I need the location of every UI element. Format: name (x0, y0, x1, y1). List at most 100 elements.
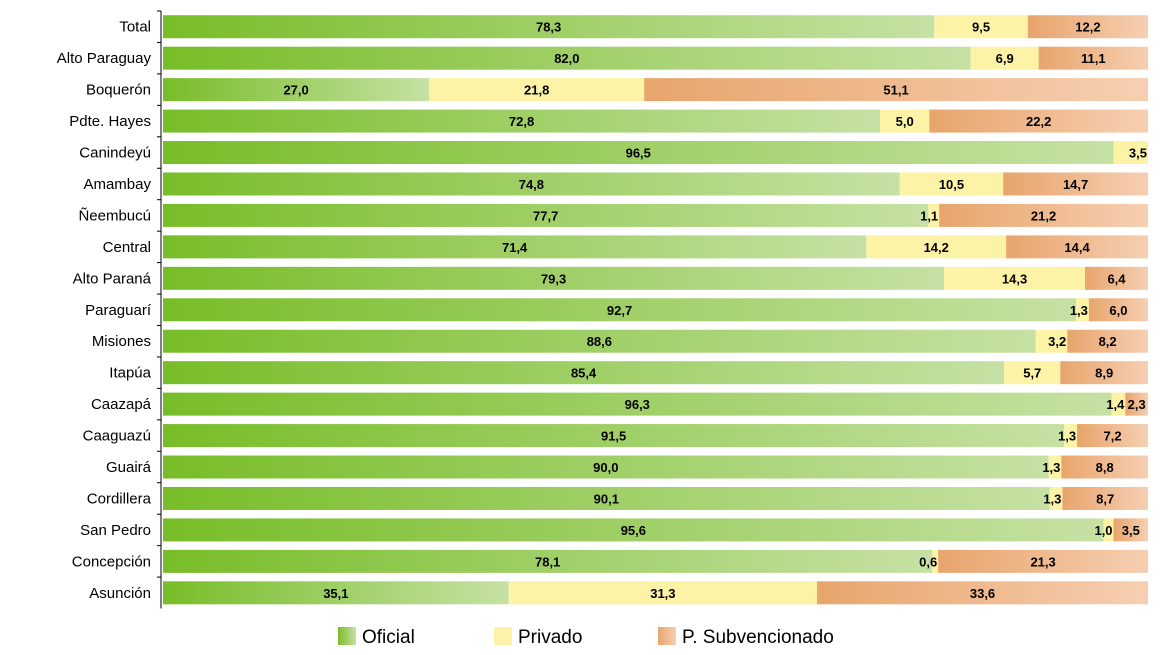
bar-p-subvencionado-itapua (1060, 361, 1148, 385)
bar-privado-alto-paraguay (970, 46, 1039, 70)
category-label-caaguazu: Caaguazú (83, 428, 151, 445)
value-label-privado-itapua: 5,7 (1023, 366, 1041, 381)
value-label-oficial-canindeyu: 96,5 (626, 146, 651, 161)
bar-p-subvencionado-caaguazu (1077, 424, 1148, 448)
category-label-canindeyu: Canindeyú (79, 145, 151, 162)
bar-oficial-asuncion (163, 581, 509, 605)
value-label-p-subvencionado-neembucu: 21,2 (1031, 208, 1056, 223)
value-label-privado-neembucu: 1,1 (920, 208, 938, 223)
bar-p-subvencionado-neembucu (939, 203, 1148, 227)
value-label-privado-amambay: 10,5 (939, 177, 964, 192)
bar-p-subvencionado-boqueron (644, 78, 1148, 102)
bar-privado-pdte-hayes (880, 109, 930, 133)
value-label-p-subvencionado-asuncion: 33,6 (970, 586, 995, 601)
bar-p-subvencionado-amambay (1003, 172, 1148, 196)
bar-oficial-guaira (163, 455, 1049, 479)
bar-privado-amambay (899, 172, 1004, 196)
category-label-caazapa: Caazapá (91, 396, 152, 413)
bar-privado-caaguazu (1064, 424, 1078, 448)
bar-privado-asuncion (508, 581, 818, 605)
value-label-oficial-san-pedro: 95,6 (621, 523, 646, 538)
value-label-oficial-amambay: 74,8 (519, 177, 544, 192)
value-labels: 78,3 9,5 12,2 82,0 6,9 11,1 27,0 21,8 51,1 72,8 5,… (283, 20, 1147, 601)
category-label-guaira: Guairá (106, 459, 152, 476)
category-label-central: Central (103, 239, 151, 256)
category-label-amambay: Amambay (83, 176, 151, 193)
bar-oficial-neembucu (163, 203, 929, 227)
legend-swatch-privado (494, 627, 512, 645)
bar-privado-concepcion (932, 549, 939, 573)
bar-p-subvencionado-alto-parana (1084, 266, 1148, 290)
category-label-alto-paraguay: Alto Paraguay (57, 50, 152, 67)
value-label-p-subvencionado-cordillera: 8,7 (1096, 491, 1114, 506)
bar-p-subvencionado-paraguari (1088, 298, 1148, 322)
value-label-oficial-asuncion: 35,1 (323, 586, 348, 601)
bar-p-subvencionado-concepcion (938, 549, 1148, 573)
bar-oficial-pdte-hayes (163, 109, 881, 133)
value-label-p-subvencionado-alto-parana: 6,4 (1107, 271, 1126, 286)
value-label-p-subvencionado-caaguazu: 7,2 (1104, 429, 1122, 444)
bar-oficial-caaguazu (163, 424, 1065, 448)
bar-privado-cordillera (1049, 486, 1063, 510)
value-label-p-subvencionado-itapua: 8,9 (1095, 366, 1113, 381)
value-label-p-subvencionado-total: 12,2 (1075, 20, 1100, 35)
value-label-privado-concepcion: 0,6 (919, 554, 937, 569)
value-label-privado-caazapa: 1,4 (1106, 397, 1125, 412)
bar-oficial-concepcion (163, 549, 933, 573)
bar-oficial-alto-paraguay (163, 46, 971, 70)
value-label-privado-guaira: 1,3 (1042, 460, 1060, 475)
legend: Oficial Privado P. Subvencionado (338, 627, 834, 648)
category-label-concepcion: Concepción (72, 553, 151, 570)
bar-oficial-itapua (163, 361, 1005, 385)
bar-privado-san-pedro (1103, 518, 1114, 542)
bar-oficial-amambay (163, 172, 900, 196)
bar-privado-caazapa (1111, 392, 1126, 416)
legend-swatch-p-subvencionado (658, 627, 676, 645)
value-label-p-subvencionado-boqueron: 51,1 (883, 83, 908, 98)
value-label-privado-caaguazu: 1,3 (1058, 429, 1076, 444)
value-label-p-subvencionado-central: 14,4 (1064, 240, 1090, 255)
value-label-oficial-alto-parana: 79,3 (541, 271, 566, 286)
bar-privado-total (934, 15, 1028, 39)
bar-p-subvencionado-guaira (1061, 455, 1148, 479)
value-label-privado-total: 9,5 (972, 20, 990, 35)
value-label-privado-cordillera: 1,3 (1043, 491, 1061, 506)
value-label-p-subvencionado-paraguari: 6,0 (1109, 303, 1127, 318)
category-label-asuncion: Asunción (89, 585, 151, 602)
value-label-oficial-cordillera: 90,1 (594, 491, 619, 506)
value-label-privado-misiones: 3,2 (1048, 334, 1066, 349)
value-label-p-subvencionado-concepcion: 21,3 (1030, 554, 1055, 569)
bar-privado-boqueron (429, 78, 645, 102)
value-label-p-subvencionado-caazapa: 2,3 (1128, 397, 1146, 412)
value-label-oficial-concepcion: 78,1 (535, 554, 560, 569)
bar-p-subvencionado-total (1027, 15, 1148, 39)
bar-oficial-central (163, 235, 867, 259)
value-label-privado-central: 14,2 (924, 240, 949, 255)
value-label-oficial-boqueron: 27,0 (283, 83, 308, 98)
value-label-privado-canindeyu: 3,5 (1129, 146, 1147, 161)
category-label-cordillera: Cordillera (87, 490, 152, 507)
value-label-privado-pdte-hayes: 5,0 (896, 114, 914, 129)
value-label-oficial-paraguari: 92,7 (607, 303, 632, 318)
value-label-oficial-pdte-hayes: 72,8 (509, 114, 534, 129)
bar-p-subvencionado-alto-paraguay (1038, 46, 1148, 70)
bar-p-subvencionado-misiones (1067, 329, 1148, 353)
bar-oficial-misiones (163, 329, 1036, 353)
legend-swatch-oficial (338, 627, 356, 645)
bar-p-subvencionado-san-pedro (1113, 518, 1148, 542)
value-label-oficial-caaguazu: 91,5 (601, 429, 626, 444)
value-label-privado-alto-parana: 14,3 (1002, 271, 1027, 286)
category-label-san-pedro: San Pedro (80, 522, 151, 539)
value-label-p-subvencionado-amambay: 14,7 (1063, 177, 1088, 192)
bar-privado-canindeyu (1113, 141, 1148, 165)
category-label-pdte-hayes: Pdte. Hayes (69, 113, 151, 130)
legend-label-privado: Privado (518, 627, 582, 648)
value-label-oficial-misiones: 88,6 (587, 334, 612, 349)
bar-privado-itapua (1004, 361, 1061, 385)
bar-privado-neembucu (928, 203, 940, 227)
bar-p-subvencionado-caazapa (1125, 392, 1148, 416)
value-label-p-subvencionado-alto-paraguay: 11,1 (1081, 51, 1106, 66)
category-label-total: Total (119, 19, 151, 36)
bar-privado-central (866, 235, 1007, 259)
